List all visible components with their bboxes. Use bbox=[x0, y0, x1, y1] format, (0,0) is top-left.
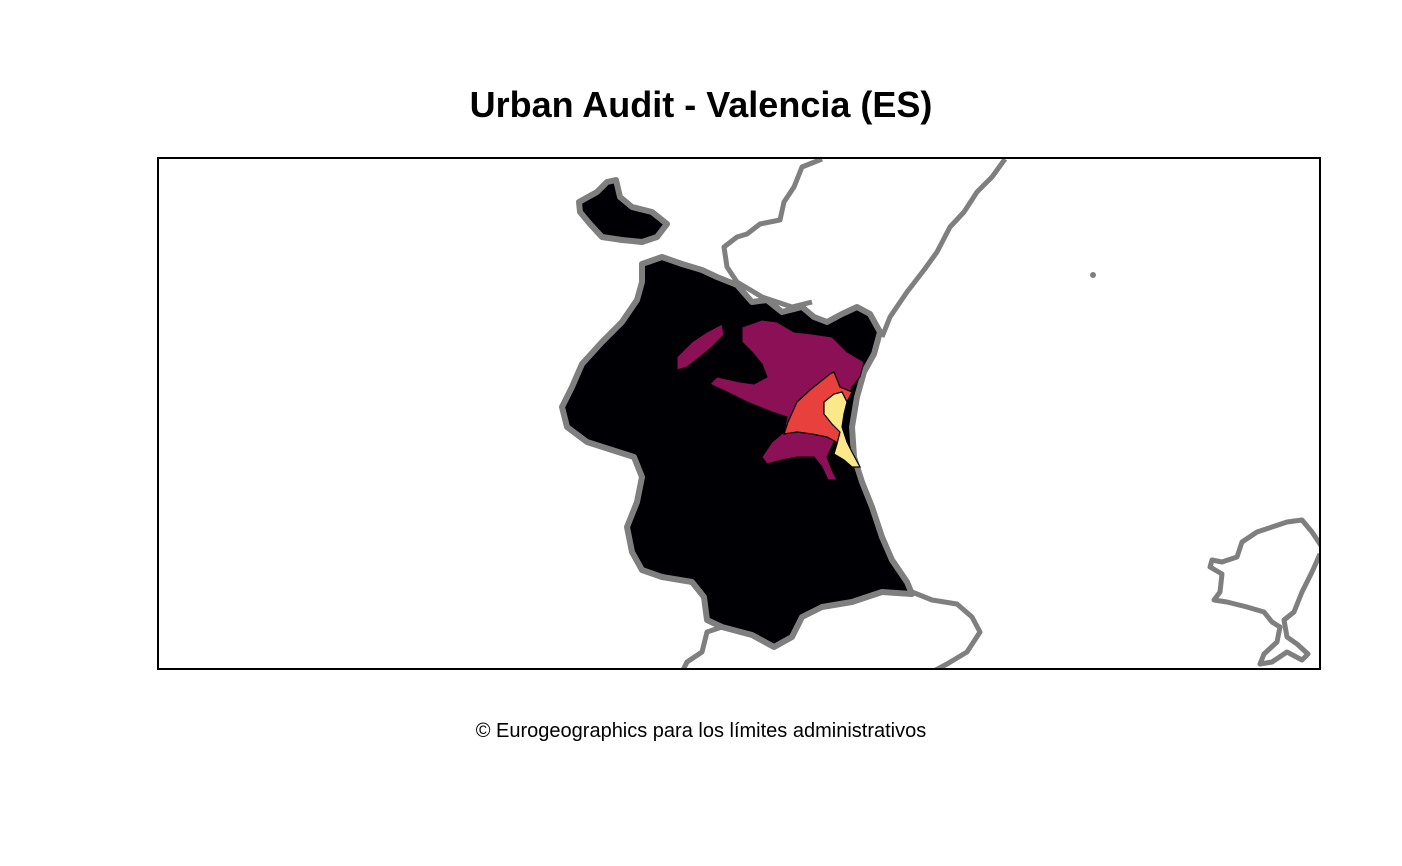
inland-boundary-line bbox=[721, 159, 823, 310]
small-island-dot bbox=[1090, 272, 1096, 278]
core-city bbox=[823, 391, 861, 468]
map-caption: © Eurogeographics para los límites admin… bbox=[475, 720, 927, 742]
city bbox=[783, 371, 853, 448]
greater-urban-zone bbox=[559, 254, 915, 650]
functional-area bbox=[709, 319, 865, 481]
map-canvas bbox=[559, 159, 1319, 668]
greater-zone-exclave bbox=[576, 177, 670, 245]
functional-area-west bbox=[676, 323, 725, 371]
map-panel bbox=[157, 157, 1321, 670]
north-boundary-line bbox=[879, 159, 1008, 338]
balearic-island-outline bbox=[1207, 517, 1319, 667]
map-title: Urban Audit - Valencia (ES) bbox=[469, 84, 933, 125]
